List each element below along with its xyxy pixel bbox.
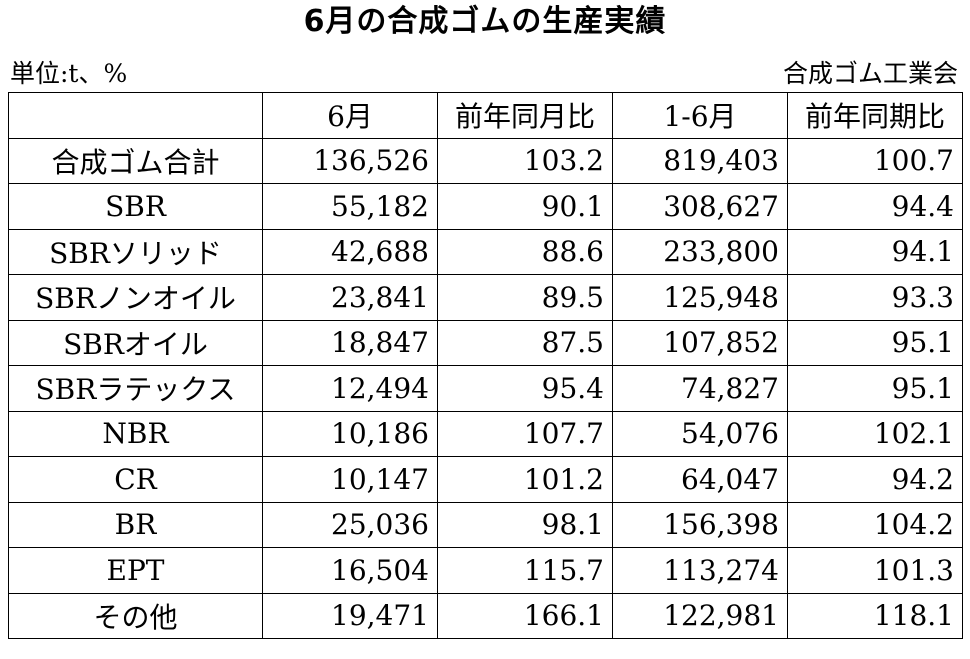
cell-yoy-period: 101.3 bbox=[787, 547, 963, 594]
row-label: EPT bbox=[8, 547, 263, 594]
cell-yoy-month: 107.7 bbox=[437, 410, 613, 457]
table-row: BR 25,036 98.1 156,398 104.2 bbox=[8, 501, 963, 548]
cell-ytd: 122,981 bbox=[612, 592, 788, 639]
cell-month: 12,494 bbox=[262, 365, 438, 412]
cell-ytd: 113,274 bbox=[612, 547, 788, 594]
table-row: CR 10,147 101.2 64,047 94.2 bbox=[8, 456, 963, 503]
row-label: BR bbox=[8, 501, 263, 548]
table-row: その他 19,471 166.1 122,981 118.1 bbox=[8, 592, 963, 639]
cell-yoy-period: 94.1 bbox=[787, 228, 963, 275]
table-row: 合成ゴム合計 136,526 103.2 819,403 100.7 bbox=[8, 137, 963, 184]
page-title: 6月の合成ゴムの生産実績 bbox=[303, 4, 667, 39]
cell-month: 136,526 bbox=[262, 137, 438, 184]
table-row: SBRラテックス 12,494 95.4 74,827 95.1 bbox=[8, 365, 963, 412]
row-label: SBRノンオイル bbox=[8, 274, 263, 321]
cell-ytd: 819,403 bbox=[612, 137, 788, 184]
cell-yoy-period: 94.4 bbox=[787, 183, 963, 230]
cell-month: 16,504 bbox=[262, 547, 438, 594]
cell-month: 23,841 bbox=[262, 274, 438, 321]
cell-month: 10,147 bbox=[262, 456, 438, 503]
cell-yoy-month: 88.6 bbox=[437, 228, 613, 275]
row-label: 合成ゴム合計 bbox=[8, 137, 263, 184]
cell-ytd: 308,627 bbox=[612, 183, 788, 230]
row-label: SBRオイル bbox=[8, 319, 263, 366]
row-label: その他 bbox=[8, 592, 263, 639]
cell-ytd: 233,800 bbox=[612, 228, 788, 275]
cell-month: 42,688 bbox=[262, 228, 438, 275]
table-row: EPT 16,504 115.7 113,274 101.3 bbox=[8, 547, 963, 594]
cell-yoy-period: 93.3 bbox=[787, 274, 963, 321]
cell-yoy-month: 115.7 bbox=[437, 547, 613, 594]
table-header: 6月 前年同月比 1-6月 前年同期比 bbox=[8, 92, 963, 139]
table-row: SBRソリッド 42,688 88.6 233,800 94.1 bbox=[8, 228, 963, 275]
table-row: SBRオイル 18,847 87.5 107,852 95.1 bbox=[8, 319, 963, 366]
cell-yoy-period: 104.2 bbox=[787, 501, 963, 548]
header-cell-yoy-period: 前年同期比 bbox=[787, 92, 963, 139]
cell-yoy-period: 95.1 bbox=[787, 365, 963, 412]
header-cell-month: 6月 bbox=[262, 92, 438, 139]
cell-yoy-month: 87.5 bbox=[437, 319, 613, 366]
cell-ytd: 125,948 bbox=[612, 274, 788, 321]
cell-month: 25,036 bbox=[262, 501, 438, 548]
production-table: 6月 前年同月比 1-6月 前年同期比 合成ゴム合計 136,526 103.2… bbox=[8, 92, 963, 639]
row-label: SBRソリッド bbox=[8, 228, 263, 275]
header-row: 6月 前年同月比 1-6月 前年同期比 bbox=[8, 92, 963, 139]
cell-yoy-month: 98.1 bbox=[437, 501, 613, 548]
cell-yoy-month: 101.2 bbox=[437, 456, 613, 503]
cell-yoy-month: 90.1 bbox=[437, 183, 613, 230]
table-row: SBRノンオイル 23,841 89.5 125,948 93.3 bbox=[8, 274, 963, 321]
cell-yoy-period: 118.1 bbox=[787, 592, 963, 639]
cell-ytd: 74,827 bbox=[612, 365, 788, 412]
cell-month: 10,186 bbox=[262, 410, 438, 457]
unit-label: 単位:t、% bbox=[10, 59, 128, 88]
cell-month: 55,182 bbox=[262, 183, 438, 230]
cell-ytd: 156,398 bbox=[612, 501, 788, 548]
header-cell-yoy-month: 前年同月比 bbox=[437, 92, 613, 139]
cell-yoy-month: 95.4 bbox=[437, 365, 613, 412]
header-cell-blank bbox=[8, 92, 263, 139]
cell-month: 19,471 bbox=[262, 592, 438, 639]
table-row: SBR 55,182 90.1 308,627 94.4 bbox=[8, 183, 963, 230]
cell-yoy-period: 94.2 bbox=[787, 456, 963, 503]
table-body: 合成ゴム合計 136,526 103.2 819,403 100.7 SBR 5… bbox=[8, 137, 963, 639]
header-cell-ytd: 1-6月 bbox=[612, 92, 788, 139]
cell-yoy-period: 102.1 bbox=[787, 410, 963, 457]
row-label: SBRラテックス bbox=[8, 365, 263, 412]
cell-ytd: 64,047 bbox=[612, 456, 788, 503]
cell-yoy-month: 166.1 bbox=[437, 592, 613, 639]
cell-month: 18,847 bbox=[262, 319, 438, 366]
row-label: SBR bbox=[8, 183, 263, 230]
cell-ytd: 107,852 bbox=[612, 319, 788, 366]
row-label: NBR bbox=[8, 410, 263, 457]
cell-ytd: 54,076 bbox=[612, 410, 788, 457]
cell-yoy-period: 100.7 bbox=[787, 137, 963, 184]
source-label: 合成ゴム工業会 bbox=[782, 59, 958, 88]
cell-yoy-month: 89.5 bbox=[437, 274, 613, 321]
cell-yoy-period: 95.1 bbox=[787, 319, 963, 366]
cell-yoy-month: 103.2 bbox=[437, 137, 613, 184]
row-label: CR bbox=[8, 456, 263, 503]
table-row: NBR 10,186 107.7 54,076 102.1 bbox=[8, 410, 963, 457]
